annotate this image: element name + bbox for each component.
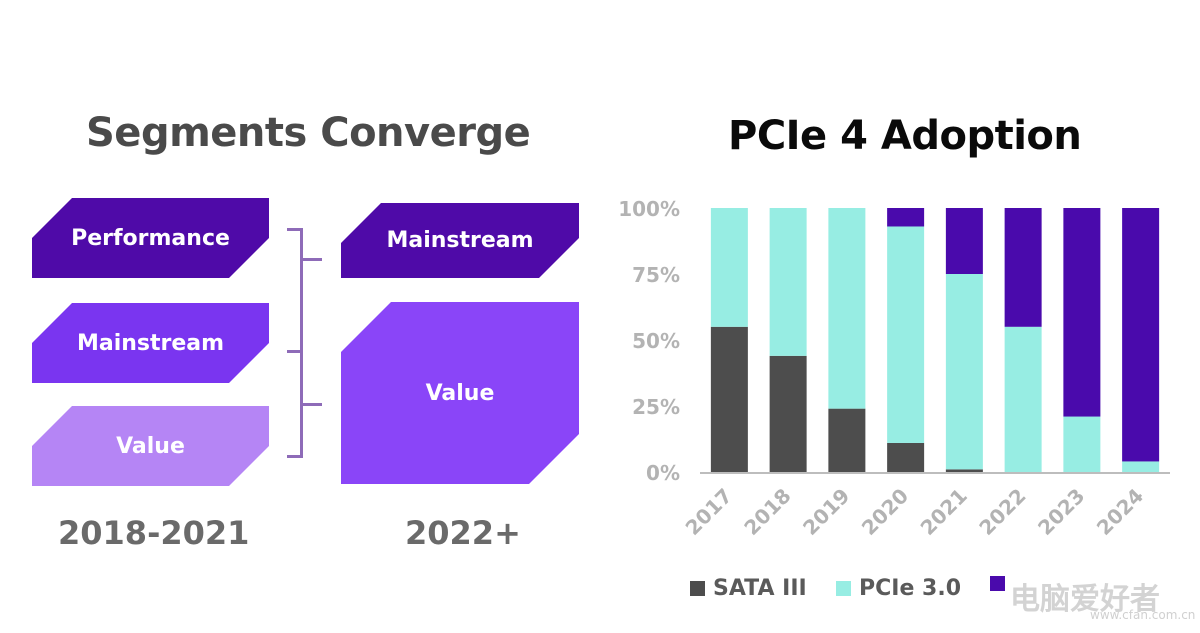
bar-segment-sata-iii-2021	[945, 469, 983, 472]
x-tick-label-2018: 2018	[739, 484, 795, 540]
bar-segment-pcie-4-0-2023	[1063, 208, 1101, 417]
chart-title: PCIe 4 Adoption	[728, 113, 1082, 159]
y-tick-label: 75%	[632, 263, 680, 287]
bar-segment-pcie-3-0-2023	[1063, 416, 1101, 472]
bracket-vertical	[300, 228, 303, 458]
x-tick-label-2022: 2022	[974, 484, 1030, 540]
bar-segment-pcie-4-0-2021	[945, 208, 983, 274]
y-tick-label: 25%	[632, 395, 680, 419]
bar-segment-pcie-4-0-2020	[887, 208, 925, 227]
segment-value-old: Value	[32, 406, 269, 486]
legend-label-pcie3: PCIe 3.0	[859, 576, 962, 601]
segment-mainstream-old-label: Mainstream	[76, 330, 225, 356]
watermark-url: www.cfan.com.cn	[1090, 608, 1196, 622]
x-tick-label-2021: 2021	[916, 484, 972, 540]
segment-value-old-label: Value	[116, 433, 185, 459]
bar-segment-sata-iii-2017	[710, 326, 748, 472]
legend-label-sata: SATA III	[713, 576, 807, 601]
period-after: 2022+	[405, 514, 521, 552]
bar-segment-pcie-3-0-2022	[1004, 326, 1042, 472]
bar-segment-sata-iii-2020	[887, 442, 925, 472]
segment-mainstream-new: Mainstream	[341, 203, 579, 278]
segment-performance-label: Performance	[71, 225, 230, 251]
legend-item-pcie4	[990, 576, 1013, 591]
bracket-tick-bottom	[287, 455, 303, 458]
segment-mainstream-new-label: Mainstream	[386, 228, 534, 253]
bar-segment-pcie-3-0-2021	[945, 274, 983, 470]
legend-item-pcie3: PCIe 3.0	[836, 576, 961, 601]
bar-segment-pcie-4-0-2022	[1004, 208, 1042, 327]
watermark-logo: 电脑爱好者	[1010, 582, 1160, 617]
x-tick-label-2019: 2019	[798, 484, 854, 540]
bar-segment-pcie-4-0-2024	[1122, 208, 1160, 462]
x-tick-label-2020: 2020	[857, 484, 913, 540]
y-tick-label: 50%	[632, 329, 680, 353]
bar-segment-pcie-3-0-2018	[769, 208, 807, 356]
legend-item-sata: SATA III	[690, 576, 807, 601]
segment-value-new: Value	[341, 302, 579, 484]
bar-segment-pcie-3-0-2020	[887, 226, 925, 443]
x-tick-label-2024: 2024	[1092, 484, 1148, 540]
bar-segment-sata-iii-2019	[828, 408, 866, 472]
x-tick-label-2023: 2023	[1033, 484, 1089, 540]
bracket-tick-mid	[287, 350, 303, 353]
bracket-tick-top	[287, 228, 303, 231]
segment-value-new-label: Value	[425, 380, 495, 406]
bar-segment-pcie-3-0-2019	[828, 208, 866, 409]
legend-swatch-pcie3	[836, 581, 851, 596]
bracket-out-top	[300, 258, 322, 261]
bar-segment-sata-iii-2018	[769, 355, 807, 472]
bracket-out-bottom	[300, 403, 322, 406]
period-before: 2018-2021	[58, 514, 250, 552]
y-tick-label: 100%	[618, 197, 680, 221]
bar-segment-pcie-3-0-2024	[1122, 461, 1160, 472]
x-tick-label-2017: 2017	[681, 484, 737, 540]
legend-swatch-sata	[690, 581, 705, 596]
y-tick-label: 0%	[646, 461, 680, 485]
bar-segment-pcie-3-0-2017	[710, 208, 748, 327]
segment-mainstream-old: Mainstream	[32, 303, 269, 383]
left-panel-title: Segments Converge	[86, 110, 531, 156]
legend-swatch-pcie4	[990, 576, 1005, 591]
segment-performance: Performance	[32, 198, 269, 278]
